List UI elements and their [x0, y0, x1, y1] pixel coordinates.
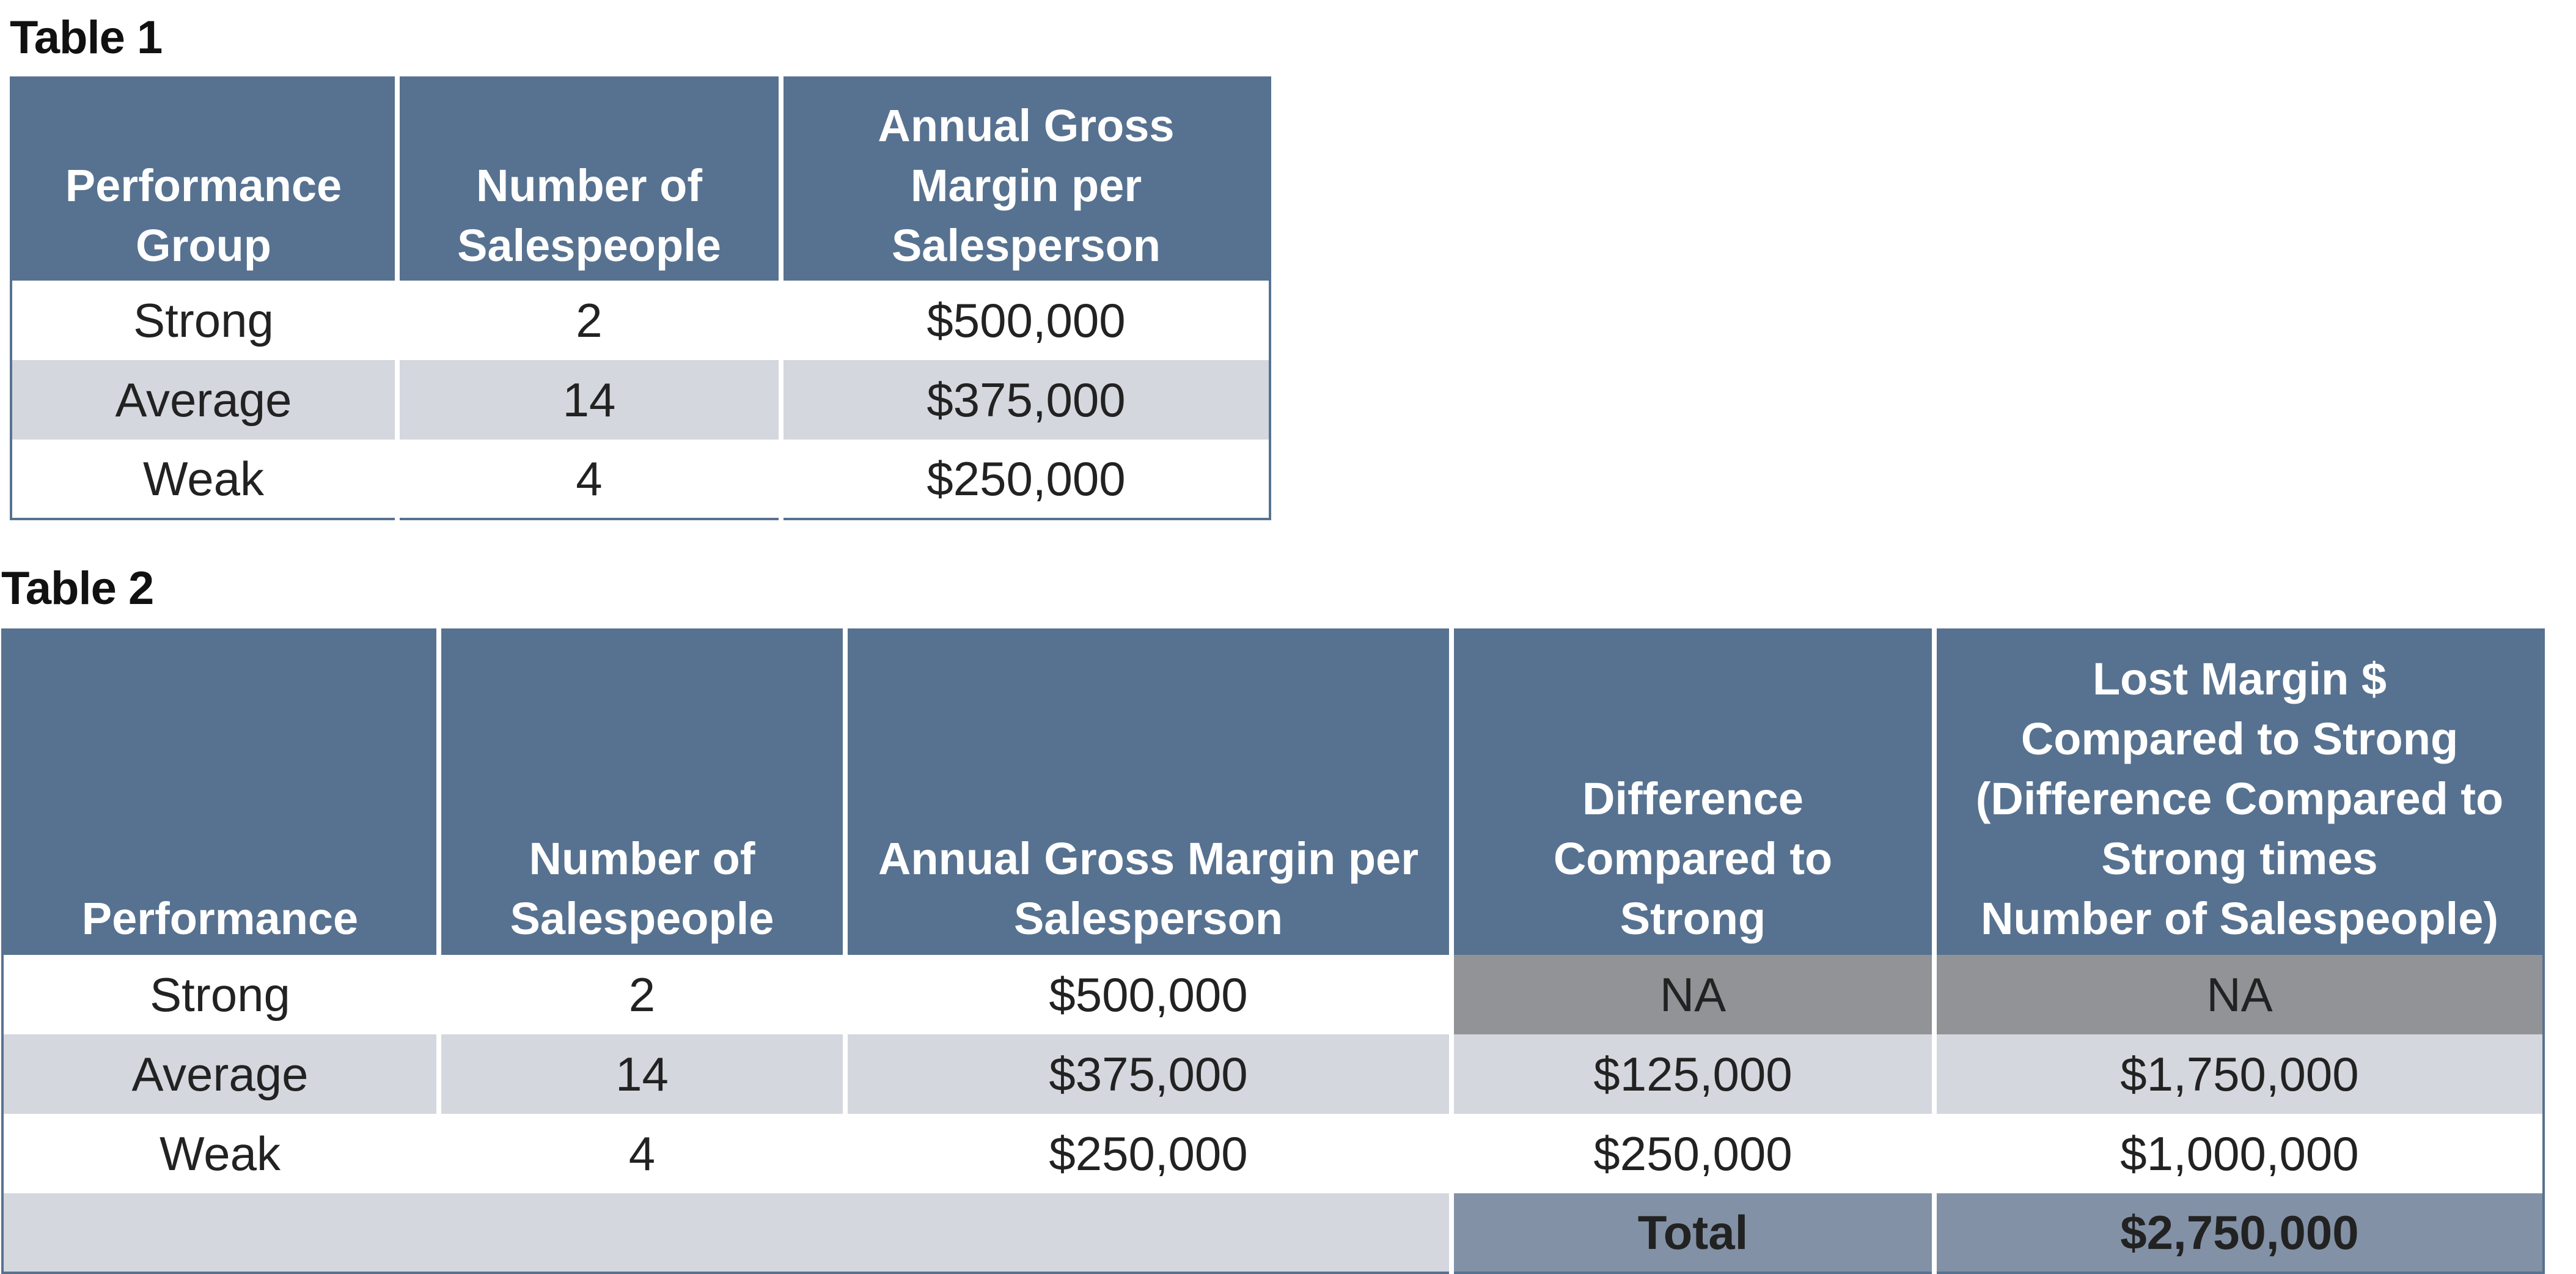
cell-margin: $250,000: [843, 1114, 1454, 1193]
header-line: Number of: [529, 833, 755, 884]
cell-lost-margin: $1,000,000: [1932, 1114, 2544, 1193]
cell-performance: Weak: [11, 440, 400, 519]
cell-performance: Strong: [11, 281, 400, 360]
cell-margin: $375,000: [843, 1034, 1454, 1114]
table-row: Strong 2 $500,000 NA NA: [2, 955, 2544, 1034]
header-line: Margin per: [910, 160, 1142, 211]
header-line: Annual Gross: [878, 100, 1175, 151]
cell-performance: Weak: [2, 1114, 441, 1193]
cell-salespeople: 2: [436, 955, 848, 1034]
cell-performance: Average: [2, 1034, 441, 1114]
table-1: Performance Group Number of Salespeople …: [10, 76, 1271, 520]
column-header-performance-group: Performance Group: [11, 78, 400, 281]
header-line: Annual Gross Margin per: [878, 833, 1419, 884]
table-2-header-row: Performance Number of Salespeople Annual…: [2, 630, 2544, 955]
header-line: Strong times: [2101, 833, 2378, 884]
table-2-title: Table 2: [1, 562, 154, 614]
total-row: Total $2,750,000: [2, 1193, 2544, 1273]
cell-salespeople: 14: [395, 360, 783, 440]
column-header-annual-gross-margin: Annual Gross Margin per Salesperson: [843, 630, 1454, 955]
column-header-annual-gross-margin: Annual Gross Margin per Salesperson: [779, 78, 1270, 281]
total-row-blank: [2, 1193, 1454, 1273]
header-line: Performance: [65, 160, 342, 211]
header-line: Salespeople: [510, 893, 774, 944]
cell-margin: $250,000: [779, 440, 1270, 519]
column-header-performance: Performance: [2, 630, 441, 955]
header-line: Difference: [1582, 773, 1804, 824]
header-line: Performance: [81, 893, 359, 944]
header-line: Strong: [1620, 893, 1766, 944]
header-line: Compared to: [1553, 833, 1833, 884]
header-line: Group: [136, 220, 271, 271]
cell-salespeople: 4: [395, 440, 783, 519]
cell-salespeople: 14: [436, 1034, 848, 1114]
cell-performance: Average: [11, 360, 400, 440]
table-row: Weak 4 $250,000: [11, 440, 1270, 519]
cell-difference-na: NA: [1449, 955, 1937, 1034]
table-row: Average 14 $375,000: [11, 360, 1270, 440]
header-line: Salesperson: [891, 220, 1161, 271]
header-line: Salespeople: [457, 220, 721, 271]
column-header-number-of-salespeople: Number of Salespeople: [395, 78, 783, 281]
total-value: $2,750,000: [1932, 1193, 2544, 1273]
table-row: Weak 4 $250,000 $250,000 $1,000,000: [2, 1114, 2544, 1193]
column-header-number-of-salespeople: Number of Salespeople: [436, 630, 848, 955]
cell-lost-margin-na: NA: [1932, 955, 2544, 1034]
header-line: (Difference Compared to: [1975, 773, 2504, 824]
cell-margin: $500,000: [779, 281, 1270, 360]
column-header-lost-margin: Lost Margin $ Compared to Strong (Differ…: [1932, 630, 2544, 955]
cell-lost-margin: $1,750,000: [1932, 1034, 2544, 1114]
cell-margin: $500,000: [843, 955, 1454, 1034]
table-1-header-row: Performance Group Number of Salespeople …: [11, 78, 1270, 281]
header-line: Salesperson: [1013, 893, 1283, 944]
header-line: Number of Salespeople): [1980, 893, 2499, 944]
cell-margin: $375,000: [779, 360, 1270, 440]
column-header-difference: Difference Compared to Strong: [1449, 630, 1937, 955]
total-label: Total: [1449, 1193, 1937, 1273]
cell-salespeople: 2: [395, 281, 783, 360]
header-line: Compared to Strong: [2020, 713, 2459, 764]
header-line: Lost Margin $: [2092, 654, 2387, 704]
header-line: Number of: [476, 160, 702, 211]
table-row: Average 14 $375,000 $125,000 $1,750,000: [2, 1034, 2544, 1114]
cell-difference: $250,000: [1449, 1114, 1937, 1193]
table-1-title: Table 1: [10, 12, 163, 64]
table-2: Performance Number of Salespeople Annual…: [1, 628, 2545, 1274]
cell-difference: $125,000: [1449, 1034, 1937, 1114]
table-row: Strong 2 $500,000: [11, 281, 1270, 360]
cell-salespeople: 4: [436, 1114, 848, 1193]
cell-performance: Strong: [2, 955, 441, 1034]
